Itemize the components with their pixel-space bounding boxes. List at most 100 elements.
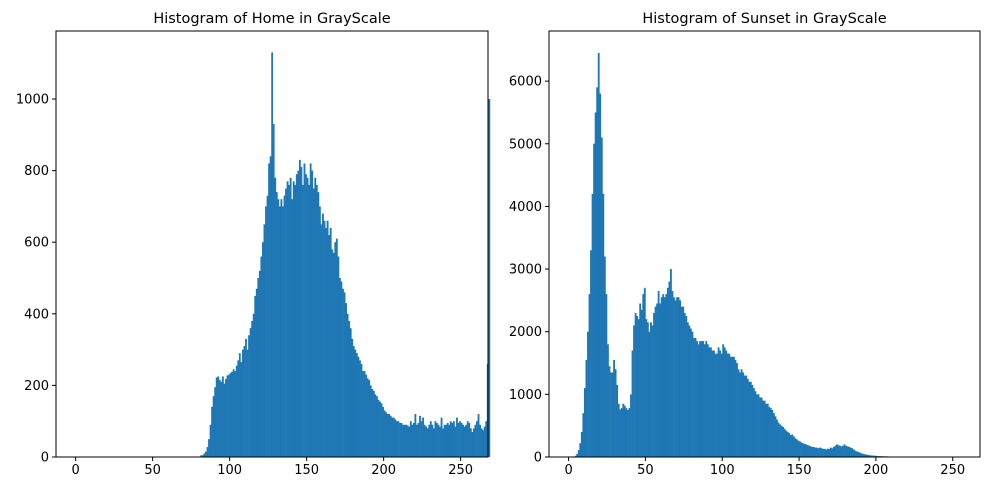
histogram-bar — [312, 188, 315, 457]
histogram-bar — [380, 403, 383, 457]
histogram-bar — [365, 374, 368, 457]
histogram-bar — [331, 249, 334, 457]
histogram-bar — [469, 428, 472, 457]
histogram-bar — [215, 377, 218, 457]
histogram-bar — [322, 213, 324, 457]
histogram-bar — [218, 380, 221, 457]
histogram-bar — [374, 394, 377, 457]
histogram-bar — [476, 421, 478, 457]
histogram-bar — [417, 422, 420, 457]
histogram-bar — [733, 356, 735, 457]
histogram-bar — [691, 331, 694, 457]
histogram-bar — [340, 281, 343, 457]
histogram-bar — [405, 424, 408, 457]
histogram-bar — [671, 290, 674, 457]
histogram-bar — [454, 426, 457, 457]
histogram-bar — [620, 408, 623, 457]
histogram-bar — [354, 349, 357, 457]
histogram-bar — [355, 353, 358, 457]
histogram-bar — [577, 450, 580, 457]
histogram-bar — [205, 451, 207, 457]
histogram-bar — [260, 256, 263, 457]
y-tick-label: 400 — [24, 307, 49, 322]
histogram-bar — [371, 388, 374, 457]
histogram-bar — [399, 422, 401, 457]
histogram-bar — [854, 450, 857, 457]
histogram-bar — [597, 52, 600, 458]
histogram-bar — [626, 410, 629, 457]
histogram-bar — [668, 281, 671, 457]
histogram-bar — [683, 312, 686, 457]
histogram-bar — [286, 181, 289, 457]
histogram-bar — [596, 87, 599, 457]
histogram-bar — [842, 445, 844, 457]
histogram-bar — [651, 325, 654, 457]
x-tick-label: 0 — [564, 463, 572, 478]
histogram-bar — [237, 360, 240, 457]
histogram-bar — [826, 448, 829, 457]
histogram-bar — [760, 397, 763, 457]
histogram-bar — [713, 350, 715, 457]
histogram-bar — [703, 344, 706, 457]
histogram-bar — [765, 403, 768, 457]
histogram-bar — [611, 372, 614, 457]
histogram-bar — [245, 338, 247, 457]
histogram-bar — [799, 441, 801, 457]
histogram-bar — [217, 376, 220, 457]
histogram-bar — [468, 422, 471, 457]
histogram-bar — [714, 353, 717, 457]
histogram-bar — [302, 184, 304, 457]
histogram-bar — [229, 372, 232, 457]
histogram-bar — [869, 455, 872, 457]
histogram-bar — [200, 455, 203, 457]
x-tick-label: 200 — [371, 463, 396, 478]
x-tick-label: 50 — [144, 463, 161, 478]
histogram-bar — [482, 430, 485, 457]
histogram-bar — [731, 356, 734, 457]
histogram-bar — [822, 448, 824, 457]
histogram-bar — [460, 422, 463, 457]
histogram-bar — [411, 424, 414, 457]
histogram-bar — [737, 369, 740, 457]
histogram-bar — [593, 143, 596, 457]
y-tick-label: 3000 — [509, 263, 542, 278]
histogram-bar — [395, 421, 398, 457]
histogram-bar — [315, 184, 318, 457]
histogram-bar — [845, 445, 848, 457]
y-tick-label: 2000 — [509, 325, 542, 340]
histogram-bar — [779, 424, 781, 457]
histogram-bar — [875, 455, 878, 457]
histogram-bar — [619, 409, 622, 457]
histogram-bar — [258, 270, 261, 457]
histogram-bar — [594, 112, 597, 457]
histogram-bar — [221, 376, 224, 457]
histogram-bar — [851, 448, 854, 457]
histogram-bar — [275, 192, 278, 457]
histogram-bar — [235, 365, 238, 457]
histogram-bar — [819, 447, 821, 457]
histogram-bar — [855, 451, 858, 457]
histogram-bar — [426, 428, 429, 457]
histogram-bar — [382, 406, 384, 457]
histogram-bar — [670, 269, 672, 457]
histogram-bar — [607, 344, 609, 457]
histogram-bar — [223, 383, 226, 457]
histogram-bar — [706, 344, 709, 457]
histogram-bar — [366, 378, 369, 457]
histogram-bar — [363, 371, 366, 457]
histogram-bar — [583, 388, 586, 457]
histogram-bar — [488, 99, 491, 458]
histogram-home-panel: 0 50 100 150 200 250 0 200 400 600 800 1000 Histogra… — [16, 11, 491, 478]
histogram-bar — [252, 313, 255, 457]
histogram-bar — [780, 425, 783, 457]
histogram-bar — [431, 424, 434, 457]
histogram-bar — [423, 424, 426, 457]
histogram-bar — [654, 306, 657, 457]
histogram-bar — [357, 356, 360, 457]
histogram-bar — [394, 419, 397, 457]
histogram-bar — [719, 350, 722, 457]
histogram-bar — [419, 415, 421, 457]
histogram-bar — [642, 294, 645, 457]
histogram-bar — [809, 446, 812, 457]
histogram-bar — [403, 424, 406, 457]
